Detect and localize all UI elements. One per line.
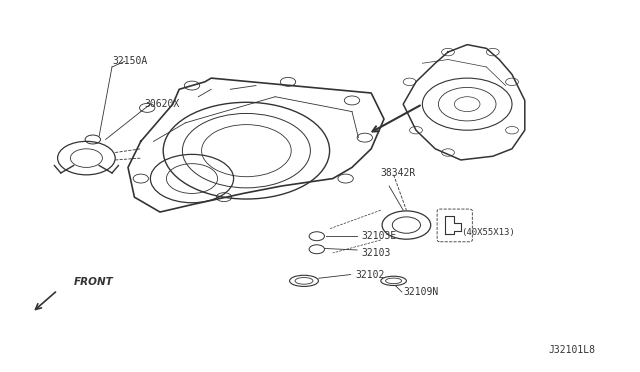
Text: 38342R: 38342R <box>381 168 416 178</box>
Text: 32109N: 32109N <box>403 287 438 297</box>
Text: J32101L8: J32101L8 <box>548 345 595 355</box>
Text: 32150A: 32150A <box>112 57 147 66</box>
Text: 32103E: 32103E <box>362 231 397 241</box>
Text: 32103: 32103 <box>362 248 391 258</box>
Text: 30620X: 30620X <box>144 99 179 109</box>
Text: 32102: 32102 <box>355 270 385 280</box>
Text: FRONT: FRONT <box>74 276 113 286</box>
Text: (40X55X13): (40X55X13) <box>461 228 515 237</box>
